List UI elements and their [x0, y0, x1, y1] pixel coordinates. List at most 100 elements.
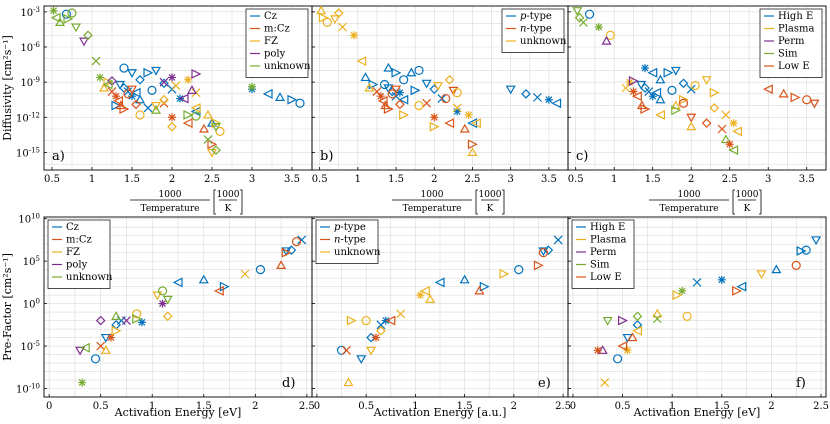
data-point-shape: [183, 109, 194, 120]
data-point-shape: [207, 139, 218, 150]
data-point-shape: [113, 95, 124, 106]
data-point-shape: [640, 83, 650, 93]
data-point: [686, 121, 697, 131]
x-tick-label: 2.5: [813, 401, 829, 412]
x-axis-label: Activation Energy [eV]: [633, 406, 761, 419]
x-tick-label: 2: [169, 174, 175, 185]
data-point: [399, 75, 409, 85]
data-point: [356, 355, 367, 365]
data-point: [159, 94, 169, 105]
data-point: [728, 145, 739, 156]
data-point-shape: [78, 37, 90, 47]
data-point: [137, 318, 146, 327]
series-unknown: [316, 5, 481, 157]
data-point-shape: [414, 100, 424, 111]
data-point: [329, 15, 340, 25]
data-point-shape: [119, 63, 129, 73]
data-point-shape: [281, 247, 292, 258]
x-tick-label: 1: [89, 174, 95, 185]
data-point-shape: [593, 346, 602, 355]
legend-label: FZ: [264, 36, 278, 47]
data-point-shape: [434, 277, 445, 288]
panel-label: e): [538, 376, 551, 391]
data-point-shape: [655, 94, 666, 104]
x-label-num: 1000: [421, 190, 444, 200]
data-point: [613, 354, 623, 364]
data-point: [791, 260, 801, 270]
data-point: [240, 269, 250, 279]
data-point-shape: [240, 269, 250, 279]
x-tick-label: 2.5: [722, 174, 738, 185]
data-point-shape: [629, 87, 638, 96]
data-point: [143, 103, 153, 113]
data-point: [414, 100, 424, 111]
data-point: [383, 104, 394, 115]
series-perm: [601, 35, 639, 86]
data-point: [152, 291, 163, 301]
data-point-shape: [640, 104, 651, 115]
data-point-shape: [191, 68, 202, 79]
data-point-shape: [778, 88, 789, 98]
data-point-shape: [111, 325, 122, 336]
data-point-shape: [377, 95, 388, 106]
data-point-shape: [444, 118, 455, 129]
data-point: [67, 8, 77, 18]
data-point-shape: [159, 78, 169, 89]
data-point-shape: [150, 105, 162, 114]
data-point-shape: [628, 76, 639, 86]
series-unknown: [49, 6, 256, 155]
data-point-shape: [159, 77, 169, 87]
data-point: [322, 17, 332, 27]
data-point: [452, 103, 462, 113]
data-point-shape: [459, 274, 470, 284]
y-tick-label: 10-10: [16, 383, 40, 396]
data-point-shape: [623, 346, 632, 355]
data-point-shape: [380, 100, 391, 110]
data-point: [459, 274, 470, 284]
data-point-shape: [198, 274, 209, 284]
data-point: [538, 248, 548, 258]
data-point-shape: [686, 84, 696, 94]
data-point-shape: [621, 83, 631, 93]
x-unit-num: 1000: [736, 190, 759, 200]
data-point-shape: [709, 103, 720, 113]
data-point-shape: [361, 315, 371, 326]
data-point-shape: [600, 378, 610, 387]
data-point-shape: [147, 85, 157, 95]
data-point-shape: [732, 126, 743, 137]
y-tick-label: 1010: [18, 213, 40, 226]
data-point: [157, 286, 168, 296]
data-point-shape: [360, 72, 371, 82]
data-point-shape: [636, 100, 647, 110]
series-p-type: [336, 235, 563, 365]
x-label-den: Temperature: [403, 204, 462, 214]
data-point: [467, 147, 478, 157]
legend-label: n-type: [334, 235, 366, 246]
data-point: [690, 81, 700, 91]
data-point-shape: [672, 290, 683, 301]
x-tick-label: 2.5: [555, 401, 571, 412]
data-point-shape: [132, 313, 143, 324]
legend-label: p-type: [520, 11, 552, 22]
data-point: [90, 354, 101, 364]
data-point: [162, 311, 173, 322]
panel-label: f): [796, 376, 806, 391]
y-tick-label: 10-12: [16, 111, 40, 124]
data-point: [678, 94, 689, 105]
data-point-shape: [453, 107, 462, 116]
data-point: [421, 79, 432, 89]
data-point-shape: [152, 291, 163, 301]
data-point: [617, 341, 628, 352]
data-point: [361, 315, 371, 326]
data-point: [49, 6, 58, 15]
x-tick-label: 0: [46, 401, 52, 412]
x-tick-label: 0: [570, 401, 576, 412]
data-point-shape: [452, 88, 462, 98]
data-point: [655, 74, 666, 84]
data-point-shape: [732, 285, 743, 296]
data-point: [248, 82, 256, 91]
data-point-shape: [391, 67, 402, 78]
data-point: [721, 110, 731, 120]
